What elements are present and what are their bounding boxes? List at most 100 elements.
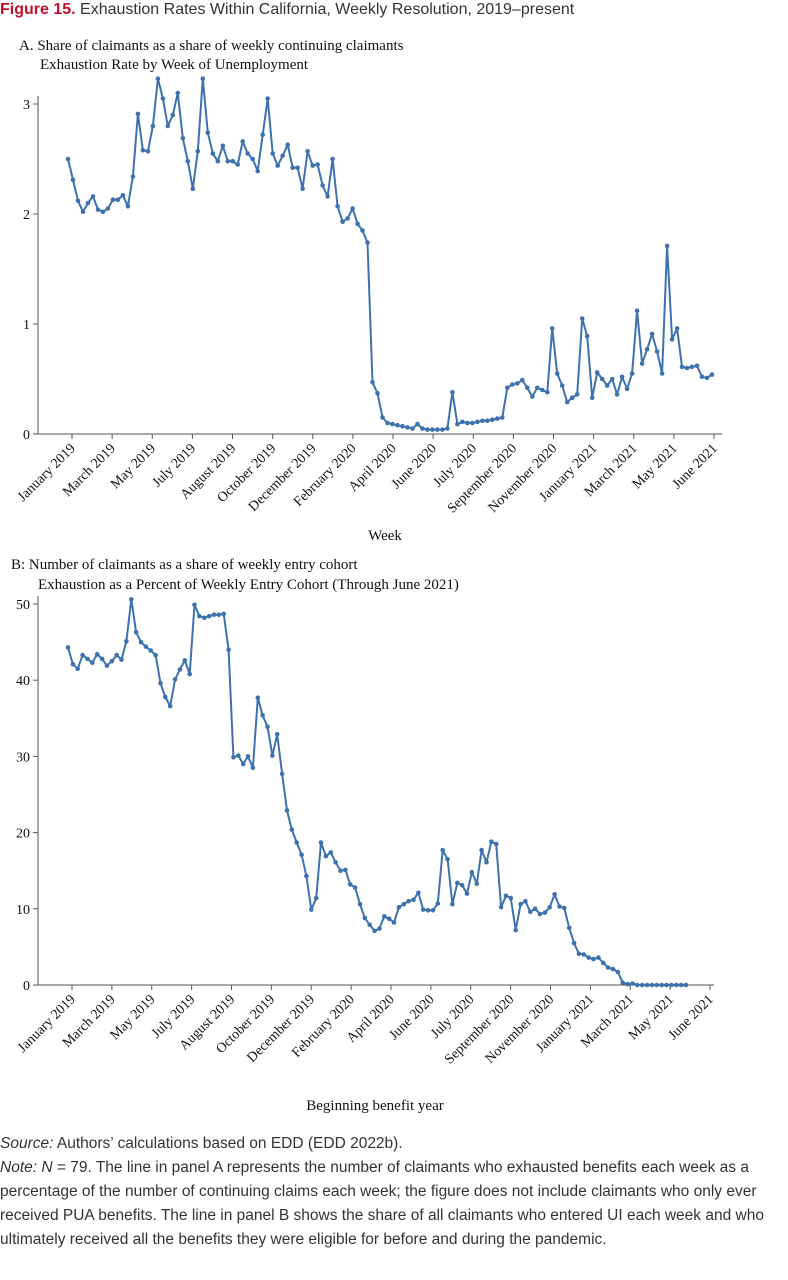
panel-b-data-point [182, 658, 188, 663]
panel-a-data-point [564, 399, 570, 405]
panel-b-data-point [211, 612, 217, 617]
panel-b-data-point [153, 652, 158, 658]
panel-b-data-point [377, 926, 382, 931]
panel-a-data-point [574, 392, 580, 397]
panel-a-data-point [175, 90, 181, 96]
panel-b-data-point [586, 955, 591, 960]
panel-a-data-point [265, 96, 271, 101]
note-label: Note: [0, 1159, 38, 1176]
panel-b-x-tick-label: September 2020 [442, 992, 517, 1067]
panel-a-data-point [579, 316, 585, 321]
panel-a-data-point [520, 377, 525, 383]
panel-a-data-point [310, 163, 315, 168]
panel-b-data-point [571, 940, 577, 946]
panel-a-data-point [190, 186, 196, 191]
panel-b-data-point [425, 908, 431, 913]
panel-a-data-point [325, 194, 330, 199]
panel-b-data-point [240, 761, 246, 767]
panel-a-data-point [694, 363, 700, 369]
panel-b-data-point [639, 982, 645, 988]
panel-a-heading: A. Share of claimants as a share of week… [19, 38, 404, 54]
panel-a-y-tick-label: 1 [23, 318, 30, 333]
panel-a-data-point [525, 385, 530, 391]
panel-a-data-point [160, 96, 166, 101]
panel-b-data-point [352, 885, 358, 890]
panel-a-data-point [125, 204, 131, 209]
panel-a-data-point [85, 200, 91, 206]
panel-a-data-point [654, 349, 660, 354]
panel-b-data-point [615, 969, 621, 975]
panel-a-data-point [465, 420, 470, 426]
panel-b-data-point [338, 868, 343, 873]
panel-b-data-point [542, 910, 548, 915]
panel-a-data-point [664, 243, 670, 249]
panel-a-data-point [699, 374, 705, 380]
panel-b-data-point [683, 982, 689, 988]
panel-a-data-point [430, 427, 435, 432]
panel-b-data-point [75, 666, 80, 672]
panel-b-data-point [216, 612, 222, 617]
panel-a-data-point [410, 426, 415, 431]
panel-a-data-point [470, 420, 475, 426]
panel-b-data-point [674, 982, 679, 988]
panel-a-data-point [475, 419, 480, 425]
panel-b-data-point [99, 656, 105, 662]
panel-a-data-point [500, 415, 505, 420]
panel-b-data-point [469, 869, 475, 875]
panel-b-data-point [664, 982, 669, 988]
figure-title: Figure 15. Exhaustion Rates Within Calif… [0, 0, 574, 20]
panel-b-data-point [581, 952, 587, 957]
panel-a-data-point [604, 383, 610, 388]
panel-a-data-point [669, 337, 675, 342]
panel-a-data-point [205, 130, 211, 135]
panel-b-data-point [143, 644, 149, 649]
panel-a-data-point [674, 326, 680, 331]
panel-b-data-point [605, 965, 611, 970]
panel-b-data-point [547, 905, 552, 910]
panel-a-data-point [120, 193, 126, 198]
panel-b-data-point [294, 840, 300, 845]
panel-b-data-point [654, 982, 660, 988]
source-label: Source: [0, 1135, 54, 1152]
panel-b-data-point [270, 753, 275, 758]
panel-a-data-point [130, 174, 136, 179]
panel-b-data-point [435, 901, 441, 906]
panel-b-data-point [532, 906, 538, 912]
panel-b-data-point [406, 898, 411, 904]
panel-b-data-point [644, 982, 650, 988]
panel-b-data-point [659, 982, 664, 988]
panel-b-data-point [226, 647, 231, 652]
panel-a-data-point [365, 240, 370, 245]
panel-b-data-point [464, 891, 470, 896]
panel-b-data-point [158, 680, 163, 686]
panel-a-data-point [644, 347, 650, 352]
panel-a-data-point [110, 197, 116, 202]
panel-a-data-point [240, 139, 245, 144]
panel-b-data-point [148, 648, 153, 653]
figure-label: Figure 15. [0, 1, 76, 18]
panel-b-data-point [484, 860, 489, 865]
panel-b-data-point [284, 808, 290, 813]
panel-b-data-point [357, 901, 363, 907]
panel-b-data-point [669, 982, 674, 988]
panel-b-data-point [479, 847, 484, 853]
panel-a-data-point [689, 364, 695, 370]
panel-a-data-point [335, 204, 340, 209]
panel-a-data-point [450, 389, 455, 395]
panel-a-data-point [155, 76, 161, 81]
panel-b-y-tick-label: 20 [16, 827, 30, 842]
panel-a-data-point [440, 427, 445, 432]
panel-b-data-point [197, 613, 202, 619]
panel-b-data-point [309, 907, 314, 912]
panel-b-data-point [498, 905, 504, 910]
panel-b-data-point [552, 892, 557, 897]
panel-b-data-point [601, 960, 606, 966]
panel-b-x-tick-label: November 2020 [483, 992, 558, 1067]
panel-a-data-point [170, 112, 176, 118]
panel-b-data-point [343, 867, 348, 873]
panel-a-data-point [360, 228, 365, 233]
panel-a-data-point [545, 389, 550, 395]
panel-a-data-point [709, 372, 715, 377]
panel-b-data-point [90, 660, 95, 665]
